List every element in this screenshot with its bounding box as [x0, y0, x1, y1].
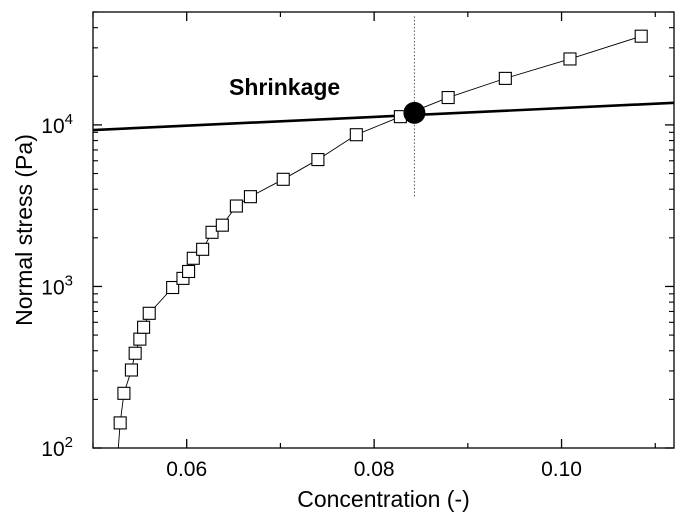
data-point	[196, 242, 210, 256]
data-point	[243, 190, 257, 204]
data-point	[311, 153, 325, 167]
y-axis-title: Normal stress (Pa)	[11, 134, 37, 326]
data-point	[166, 280, 180, 295]
x-tick-label: 0.08	[354, 458, 395, 481]
data-point	[276, 172, 290, 186]
data-point	[215, 218, 229, 232]
data-point	[498, 71, 512, 85]
data-point	[182, 264, 196, 279]
data-point	[137, 320, 151, 334]
shrinkage-line	[92, 101, 675, 132]
data-point	[441, 91, 455, 105]
data-point	[563, 52, 577, 66]
x-axis-title: Concentration (-)	[297, 486, 470, 512]
series-layer	[92, 16, 675, 449]
data-point	[205, 225, 219, 239]
y-tick-label: 102	[41, 434, 73, 461]
data-point	[113, 416, 127, 430]
data-point	[142, 306, 156, 320]
data-point	[634, 29, 648, 43]
shrinkage-annotation: Shrinkage	[229, 74, 340, 100]
data-point	[128, 346, 142, 360]
data-point	[349, 128, 363, 142]
data-point	[117, 386, 131, 400]
y-tick-label: 103	[41, 272, 73, 299]
series-line	[117, 35, 642, 449]
y-tick-label: 104	[41, 111, 73, 138]
x-tick-label: 0.10	[541, 458, 582, 481]
data-point	[133, 332, 147, 346]
plot-frame	[92, 11, 675, 449]
intersection-marker	[403, 101, 426, 124]
data-point	[124, 363, 138, 377]
axes	[92, 11, 675, 449]
labels: 0.06 0.08 0.10 102 103 104 Concentration (-) No…	[11, 74, 582, 512]
x-tick-label: 0.06	[166, 458, 207, 481]
data-point	[229, 199, 243, 213]
